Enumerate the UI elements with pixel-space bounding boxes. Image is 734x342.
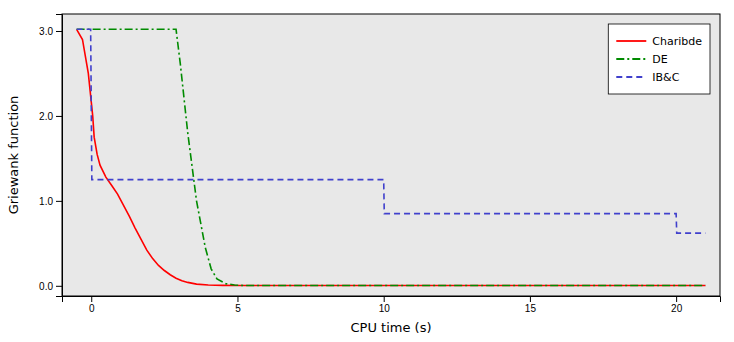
legend-swatch	[616, 58, 646, 60]
legend-swatch	[616, 76, 646, 78]
tick: 3.0	[39, 26, 62, 37]
tick-label: 10	[379, 303, 391, 314]
tick: 15	[525, 296, 537, 314]
tick-mark	[676, 296, 677, 302]
tick: 1.0	[39, 196, 62, 207]
x-axis: 0 5 10 15 20	[63, 296, 721, 314]
legend-swatch	[616, 40, 646, 42]
legend-item: Charibde	[616, 35, 702, 48]
tick: 0.0	[39, 281, 62, 292]
tick-mark	[384, 296, 385, 302]
tick-label: 15	[525, 303, 537, 314]
plot-background	[62, 14, 720, 296]
tick: 20	[671, 296, 683, 314]
tick-mark	[56, 116, 62, 117]
tick: 10	[379, 296, 391, 314]
tick-label: 0.0	[39, 281, 53, 292]
tick-mark	[56, 286, 62, 287]
axis-line	[63, 297, 721, 303]
tick-label: 5	[235, 303, 241, 314]
legend-label: Charibde	[652, 35, 702, 48]
y-axis-title: Griewank function	[6, 96, 21, 215]
tick-label: 2.0	[39, 111, 53, 122]
legend-frame	[608, 24, 710, 94]
plot-frame	[62, 14, 720, 296]
tick: 0	[89, 296, 95, 314]
chart: 0 5 10 15 20 0.0 1.0 2.0 3.0 CPU time (s) Griewank…	[0, 0, 734, 342]
tick-label: 1.0	[39, 196, 53, 207]
tick-mark	[56, 31, 62, 32]
legend-label: DE	[652, 53, 667, 66]
tick: 2.0	[39, 111, 62, 122]
legend-label: IB&C	[652, 71, 679, 84]
tick-mark	[56, 201, 62, 202]
legend: Charibde DE IB&C	[608, 24, 710, 94]
y-axis: 0.0 1.0 2.0 3.0	[39, 15, 62, 297]
tick-mark	[91, 296, 92, 302]
tick-label: 0	[89, 303, 95, 314]
legend-item: IB&C	[616, 71, 679, 84]
tick-mark	[530, 296, 531, 302]
tick-label: 20	[671, 303, 683, 314]
legend-item: DE	[616, 53, 667, 66]
x-axis-title: CPU time (s)	[351, 320, 432, 335]
tick-label: 3.0	[39, 26, 53, 37]
tick: 5	[235, 296, 241, 314]
tick-mark	[237, 296, 238, 302]
